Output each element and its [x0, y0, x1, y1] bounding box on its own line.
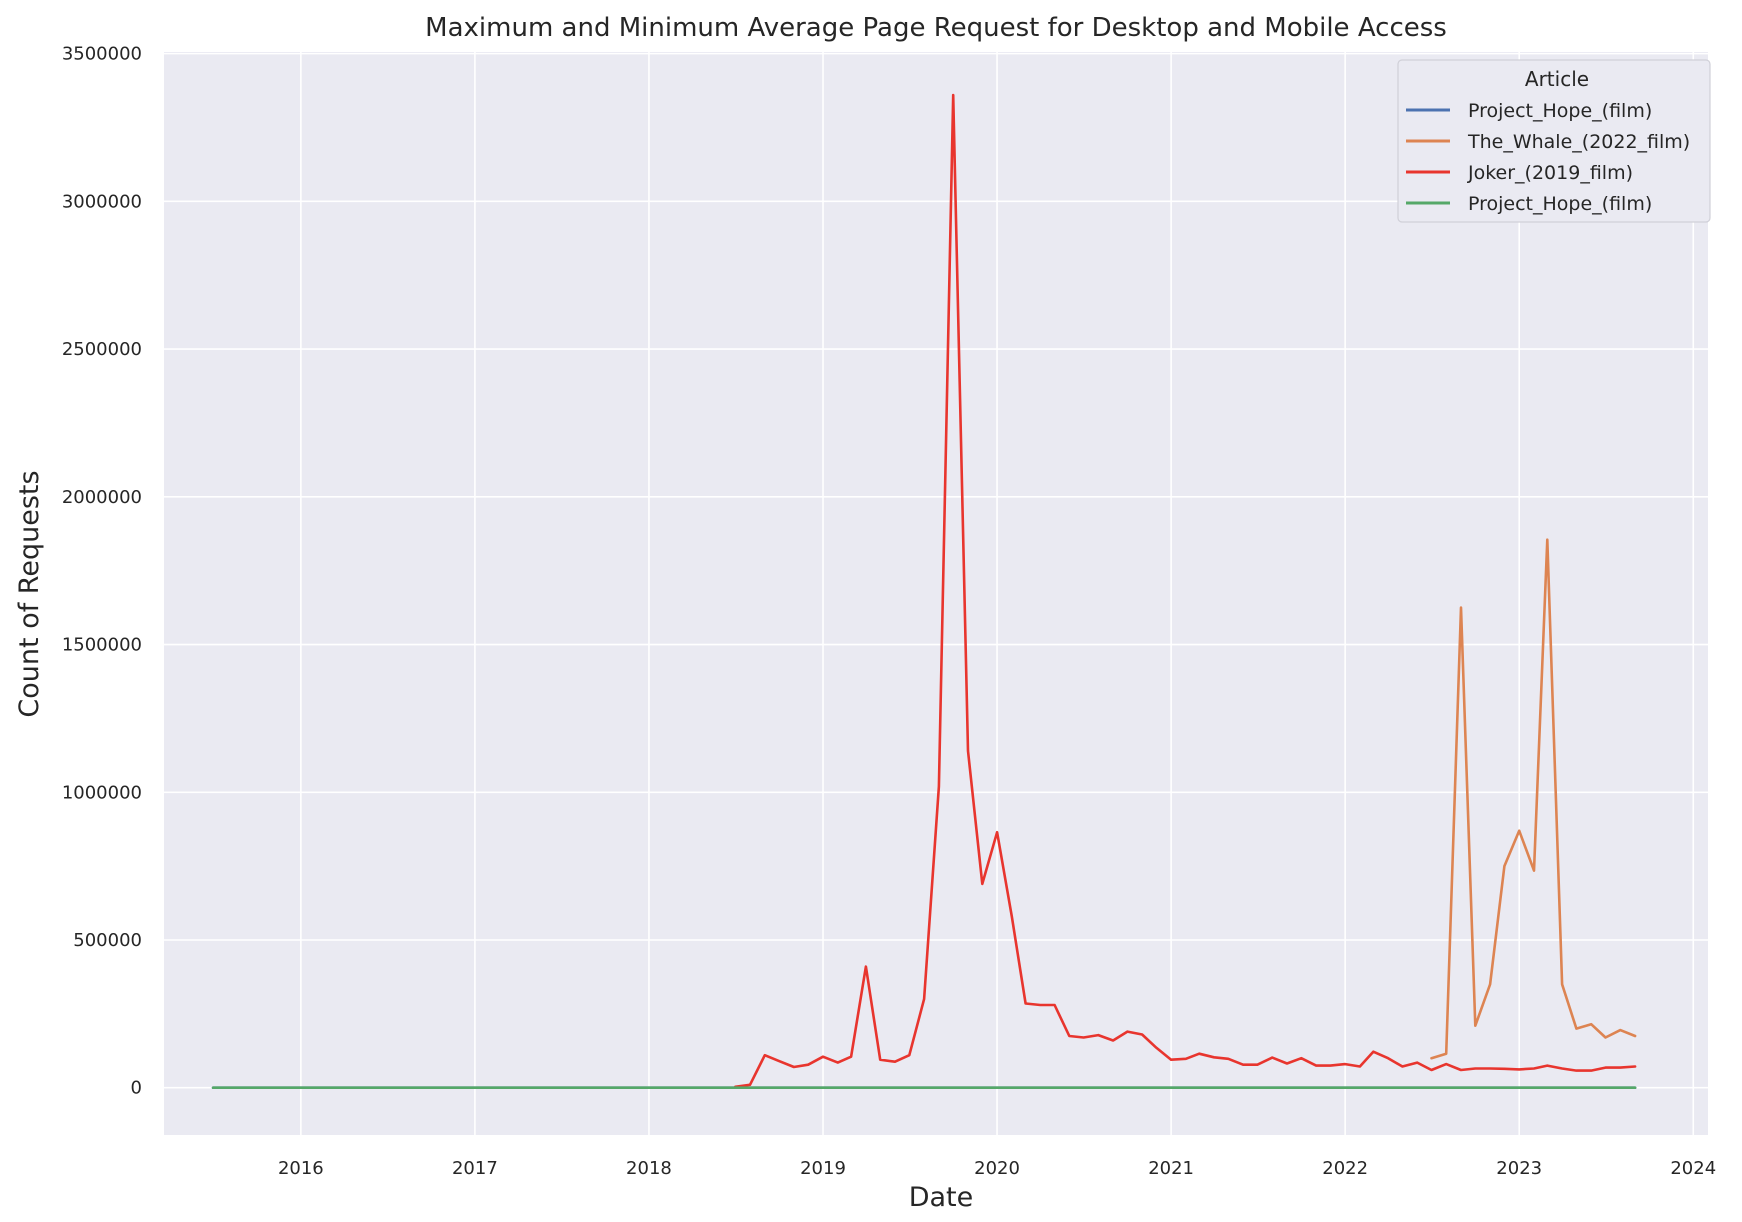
x-axis-label: Date [909, 1182, 974, 1213]
x-tick-label: 2022 [1322, 1158, 1368, 1179]
x-tick-label: 2024 [1670, 1158, 1716, 1179]
y-tick-label: 1000000 [62, 782, 142, 803]
legend-label: Project_Hope_(film) [1468, 100, 1652, 122]
series-line-2 [1430, 538, 1637, 1060]
x-tick-label: 2019 [800, 1158, 846, 1179]
y-tick-label: 1500000 [62, 635, 142, 656]
x-tick-label: 2020 [974, 1158, 1020, 1179]
x-tick-label: 2018 [626, 1158, 672, 1179]
legend-entries: Project_Hope_(film) The_Whale_(2022_film)… [1406, 100, 1690, 215]
legend-title: Article [1525, 67, 1589, 91]
y-tick-label: 2000000 [62, 487, 142, 508]
legend: Article Project_Hope_(film) The_Whale_(20… [1397, 59, 1711, 223]
y-ticks: 0 500000 1000000 1500000 2000000 2500000 30000… [62, 44, 142, 1099]
x-tick-label: 2021 [1148, 1158, 1194, 1179]
legend-box [1397, 59, 1711, 223]
chart-title: Maximum and Minimum Average Page Request… [425, 13, 1447, 43]
legend-label: Project_Hope_(film) [1468, 193, 1652, 215]
x-tick-label: 2016 [278, 1158, 324, 1179]
y-tick-label: 2500000 [62, 339, 142, 360]
x-tick-label: 2017 [452, 1158, 498, 1179]
x-ticks: 2016 2017 2018 2019 2020 2021 2022 2023 2024 [278, 1158, 1716, 1179]
series-line-3 [733, 93, 1637, 1089]
series-group [211, 93, 1637, 1089]
y-tick-label: 0 [131, 1078, 142, 1099]
y-tick-label: 3500000 [62, 44, 142, 65]
legend-label: Joker_(2019_film) [1467, 162, 1633, 184]
legend-label: The_Whale_(2022_film) [1467, 131, 1690, 153]
y-tick-label: 500000 [73, 930, 142, 951]
y-axis-label: Count of Requests [14, 470, 45, 717]
x-tick-label: 2023 [1496, 1158, 1542, 1179]
y-tick-label: 3000000 [62, 191, 142, 212]
